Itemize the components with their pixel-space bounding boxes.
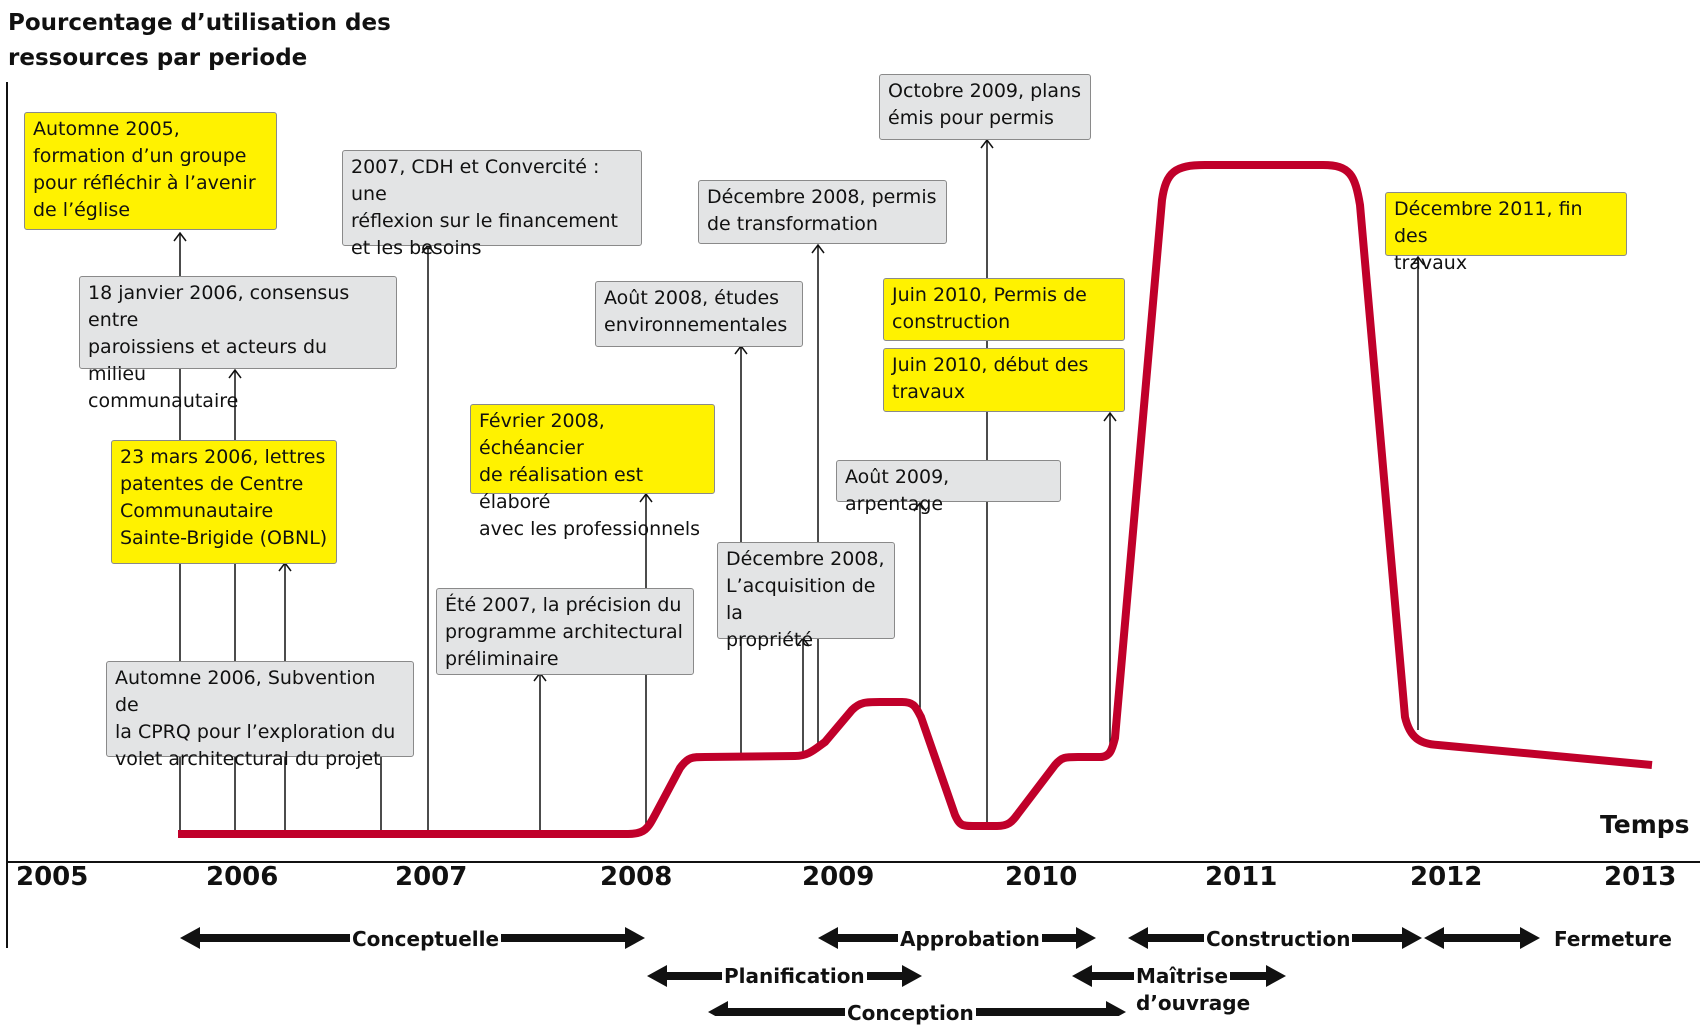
year-label: 2007 xyxy=(395,862,468,892)
event-line: Août 2009, arpentage xyxy=(845,466,950,515)
event-line: Février 2008, échéancier xyxy=(479,410,605,459)
event-octobre-2009: Octobre 2009, plans émis pour permis xyxy=(879,74,1091,140)
event-23-mars-2006: 23 mars 2006, lettres patentes de Centre… xyxy=(111,440,337,564)
title-line-2: ressources par periode xyxy=(8,45,308,71)
event-2007-cdh: 2007, CDH et Convercité : une réflexion … xyxy=(342,150,642,259)
event-line: paroissiens et acteurs du milieu xyxy=(88,336,328,385)
event-18-janvier-2006: 18 janvier 2006, consensus entre paroiss… xyxy=(79,276,397,412)
phase-approbation: Approbation xyxy=(898,927,1042,951)
year-label: 2009 xyxy=(802,862,875,892)
phase-arrow-fermeture xyxy=(1424,927,1540,949)
event-automne-2005: Automne 2005, formation d’un groupe pour… xyxy=(24,112,277,230)
year-label: 2013 xyxy=(1604,862,1677,892)
event-line: Août 2008, études xyxy=(604,287,780,309)
event-line: programme architectural xyxy=(445,621,683,643)
year-label: 2008 xyxy=(600,862,673,892)
event-line: formation d’un groupe xyxy=(33,145,247,167)
event-line: 23 mars 2006, lettres xyxy=(120,446,326,468)
x-axis-label: Temps xyxy=(1600,810,1690,839)
event-line: 18 janvier 2006, consensus entre xyxy=(88,282,350,331)
phase-maitrise-line2: d’ouvrage xyxy=(1136,991,1251,1015)
year-label: 2010 xyxy=(1005,862,1078,892)
event-line: Décembre 2008, permis xyxy=(707,186,937,208)
phase-construction: Construction xyxy=(1204,927,1353,951)
event-line: Sainte-Brigide (OBNL) xyxy=(120,527,328,549)
resource-usage-curve xyxy=(178,161,1653,838)
phase-maitrise: Maîtrise xyxy=(1134,964,1231,988)
phase-fermeture: Fermeture xyxy=(1552,927,1674,951)
event-line: Été 2007, la précision du xyxy=(445,594,682,616)
event-line: volet architectural du projet xyxy=(115,748,381,770)
event-automne-2006: Automne 2006, Subvention de la CPRQ pour… xyxy=(106,661,414,770)
event-line: Automne 2005, xyxy=(33,118,180,140)
event-juin-2010-travaux: Juin 2010, début des travaux xyxy=(883,348,1125,412)
event-line: de transformation xyxy=(707,213,878,235)
phase-conception: Conception xyxy=(845,1001,976,1025)
event-aout-2009: Août 2009, arpentage xyxy=(836,460,1061,515)
event-line: Décembre 2011, fin des xyxy=(1394,198,1583,247)
phase-planification: Planification xyxy=(722,964,867,988)
event-line: Communautaire xyxy=(120,500,274,522)
event-decembre-2008-acquisition: Décembre 2008, L’acquisition de la propr… xyxy=(717,542,895,651)
year-label: 2006 xyxy=(206,862,279,892)
year-label: 2005 xyxy=(16,862,89,892)
event-line: travaux xyxy=(1394,252,1468,274)
event-line: L’acquisition de la xyxy=(726,575,876,624)
event-line: réflexion sur le financement xyxy=(351,210,618,232)
event-line: Octobre 2009, plans xyxy=(888,80,1082,102)
chart-title: Pourcentage d’utilisation des ressources… xyxy=(8,6,391,76)
year-label: 2012 xyxy=(1410,862,1483,892)
event-juin-2010-permis: Juin 2010, Permis de construction xyxy=(883,278,1125,341)
event-line: avec les professionnels xyxy=(479,518,701,540)
event-line: préliminaire xyxy=(445,648,559,670)
event-line: de l’église xyxy=(33,199,131,221)
event-line: construction xyxy=(892,311,1011,333)
event-line: 2007, CDH et Convercité : une xyxy=(351,156,600,205)
event-line: Juin 2010, début des xyxy=(892,354,1089,376)
event-line: la CPRQ pour l’exploration du xyxy=(115,721,396,743)
event-line: Décembre 2008, xyxy=(726,548,885,570)
event-line: travaux xyxy=(892,381,966,403)
phase-conceptuelle: Conceptuelle xyxy=(350,927,502,951)
event-arrows xyxy=(180,140,1418,833)
event-aout-2008: Août 2008, études environnementales xyxy=(595,281,803,347)
event-line: communautaire xyxy=(88,390,239,412)
event-line: patentes de Centre xyxy=(120,473,304,495)
event-line: Automne 2006, Subvention de xyxy=(115,667,376,716)
event-line: environnementales xyxy=(604,314,788,336)
event-fevrier-2008: Février 2008, échéancier de réalisation … xyxy=(470,404,715,540)
event-line: propriété xyxy=(726,629,814,651)
event-line: pour réfléchir à l’avenir xyxy=(33,172,256,194)
event-line: Juin 2010, Permis de xyxy=(892,284,1087,306)
event-decembre-2011: Décembre 2011, fin des travaux xyxy=(1385,192,1627,274)
event-line: et les besoins xyxy=(351,237,482,259)
event-decembre-2008-permis: Décembre 2008, permis de transformation xyxy=(698,180,947,244)
event-ete-2007: Été 2007, la précision du programme arch… xyxy=(436,588,694,675)
title-line-1: Pourcentage d’utilisation des xyxy=(8,10,391,36)
event-line: de réalisation est élaboré xyxy=(479,464,644,513)
year-label: 2011 xyxy=(1205,862,1278,892)
event-line: émis pour permis xyxy=(888,107,1054,129)
